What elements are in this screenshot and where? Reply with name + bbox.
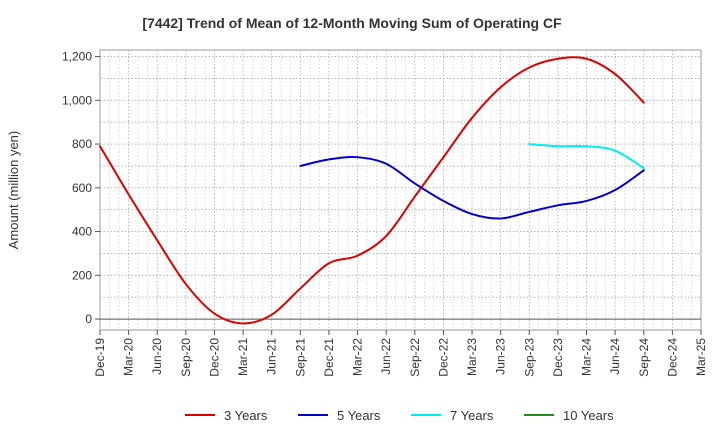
x-tick-label: Mar-24 (580, 338, 594, 376)
x-tick-label: Mar-25 (694, 338, 708, 376)
x-tick-label: Dec-19 (93, 338, 107, 377)
grid-lines (99, 50, 702, 330)
legend: 3 Years 5 Years 7 Years 10 Years (185, 408, 614, 423)
plot-area (99, 49, 702, 331)
series-line-7-years (528, 143, 645, 170)
axis-ticks: 0 200 400 600 800 1,000 1,200 Dec-19 Mar-20 Jun-2… (62, 50, 708, 377)
x-tick-label: Jun-20 (150, 338, 164, 375)
x-tick-label: Mar-21 (236, 338, 250, 376)
legend-label-3-years: 3 Years (224, 408, 268, 423)
y-tick-label: 0 (85, 312, 92, 326)
x-tick-label: Dec-22 (436, 338, 450, 377)
x-tick-label: Jun-24 (608, 338, 622, 375)
x-tick-label: Jun-21 (265, 338, 279, 375)
legend-label-7-years: 7 Years (450, 408, 494, 423)
x-tick-label: Sep-23 (522, 338, 536, 377)
x-tick-label: Mar-23 (465, 338, 479, 376)
series-line-3-years (99, 56, 645, 325)
y-tick-label: 400 (72, 225, 92, 239)
x-tick-label: Sep-21 (293, 338, 307, 377)
y-tick-label: 600 (72, 181, 92, 195)
y-tick-label: 200 (72, 268, 92, 282)
y-tick-label: 1,200 (62, 50, 92, 64)
x-tick-label: Sep-24 (637, 338, 651, 377)
y-axis-label: Amount (million yen) (6, 131, 21, 250)
x-tick-label: Dec-20 (207, 338, 221, 377)
x-tick-label: Jun-23 (494, 338, 508, 375)
series-line-5-years (299, 156, 645, 220)
x-tick-label: Dec-23 (551, 338, 565, 377)
x-tick-label: Dec-21 (322, 338, 336, 377)
series-lines (99, 56, 645, 325)
x-tick-label: Sep-22 (408, 338, 422, 377)
y-tick-label: 800 (72, 137, 92, 151)
chart-title: [7442] Trend of Mean of 12-Month Moving … (142, 15, 562, 31)
x-tick-label: Jun-22 (379, 338, 393, 375)
x-tick-label: Sep-20 (179, 338, 193, 377)
legend-label-5-years: 5 Years (337, 408, 381, 423)
x-tick-label: Mar-22 (351, 338, 365, 376)
x-tick-label: Dec-24 (665, 338, 679, 377)
y-tick-label: 1,000 (62, 93, 92, 107)
x-tick-label: Mar-20 (122, 338, 136, 376)
legend-label-10-years: 10 Years (563, 408, 614, 423)
